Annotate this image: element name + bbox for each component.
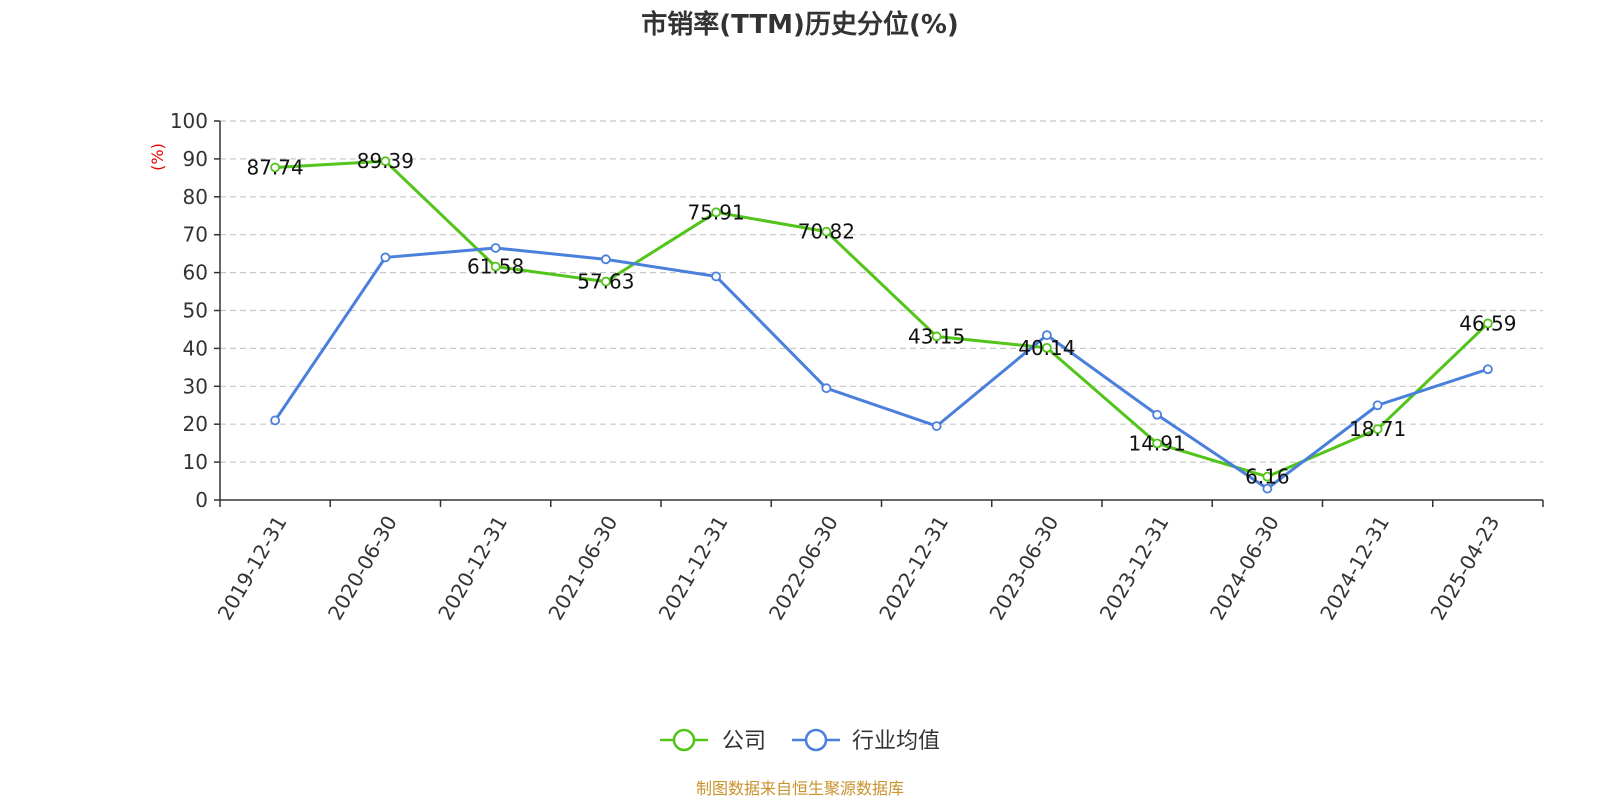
- y-tick-label: 90: [183, 147, 208, 171]
- axes: 0 10 20 30 40 50 60 70 80 90 100 2019-12-31 2020-06-…: [170, 109, 1544, 625]
- grid-lines: [220, 120, 1543, 463]
- data-label-company: 43.15: [908, 324, 965, 348]
- data-point-company[interactable]: [1372, 424, 1383, 434]
- data-label-company: 57.63: [577, 270, 634, 294]
- series-line-company: [275, 159, 1489, 479]
- data-label-company: 70.82: [798, 220, 855, 244]
- legend-marker-company: [672, 728, 696, 752]
- points-layer: [270, 156, 1493, 494]
- x-tick-label: 2022-06-30: [764, 512, 843, 625]
- data-label-company: 75.91: [687, 200, 744, 224]
- data-label-company: 14.91: [1128, 431, 1185, 455]
- data-point-industry-average[interactable]: [490, 243, 501, 253]
- legend-label-industry-average: 行业均值: [852, 729, 940, 754]
- data-labels-layer: 87.74 89.39 61.58 57.63 75.91 70.82 43.15 40.14…: [246, 149, 1516, 488]
- y-tick-label: 20: [183, 412, 208, 436]
- data-point-industry-average[interactable]: [711, 271, 722, 282]
- y-tick-label: 10: [183, 450, 208, 474]
- y-axis-unit-label: (%): [148, 143, 167, 171]
- legend: 公司 行业均值: [660, 728, 940, 754]
- y-tick-label: 70: [183, 223, 208, 247]
- data-point-company[interactable]: [711, 207, 722, 218]
- data-source-note: 制图数据来自恒生聚源数据库: [696, 779, 904, 798]
- y-tick-label: 30: [183, 374, 208, 398]
- x-tick-label: 2022-12-31: [874, 512, 953, 625]
- data-label-company: 18.71: [1349, 417, 1406, 441]
- data-label-company: 89.39: [357, 149, 414, 173]
- data-label-company: 46.59: [1459, 311, 1516, 335]
- data-point-industry-average[interactable]: [1372, 400, 1383, 411]
- legend-label-company: 公司: [722, 729, 766, 754]
- data-label-company: 87.74: [246, 155, 303, 179]
- y-tick-label: 40: [183, 336, 208, 360]
- data-point-industry-average[interactable]: [1152, 409, 1163, 420]
- x-tick-label: 2025-04-23: [1425, 512, 1504, 625]
- x-tick-label: 2019-12-31: [213, 512, 292, 625]
- legend-item-industry-average[interactable]: 行业均值: [792, 728, 940, 754]
- y-tick-label: 80: [183, 185, 208, 209]
- data-point-company[interactable]: [1041, 342, 1052, 353]
- chart-title: 市销率(TTM)历史分位(%): [641, 9, 959, 40]
- data-point-industry-average[interactable]: [1041, 330, 1052, 341]
- legend-item-company[interactable]: 公司: [660, 728, 766, 754]
- x-tick-label: 2024-12-31: [1315, 512, 1394, 625]
- data-point-industry-average[interactable]: [931, 421, 942, 431]
- x-tick-label: 2020-06-30: [323, 512, 402, 625]
- data-point-company[interactable]: [931, 331, 942, 342]
- x-tick-label: 2024-06-30: [1205, 512, 1284, 625]
- x-tick-label: 2023-06-30: [984, 512, 1063, 625]
- series-line-industry-average: [273, 246, 1489, 491]
- data-point-company[interactable]: [821, 226, 832, 237]
- x-tick-label: 2020-12-31: [433, 512, 512, 625]
- data-point-industry-average[interactable]: [380, 252, 391, 263]
- data-point-company[interactable]: [270, 162, 281, 173]
- y-tick-label: 60: [183, 261, 208, 285]
- y-tick-label: 0: [195, 488, 208, 512]
- data-point-industry-average[interactable]: [600, 254, 611, 265]
- data-point-company[interactable]: [1262, 471, 1273, 482]
- data-label-company: 40.14: [1018, 336, 1075, 360]
- data-point-industry-average[interactable]: [270, 415, 281, 426]
- data-point-company[interactable]: [1152, 438, 1163, 449]
- y-tick-label: 50: [183, 299, 208, 323]
- series-layer: [273, 159, 1489, 491]
- data-point-industry-average[interactable]: [1262, 483, 1273, 494]
- data-label-company: 6.16: [1245, 465, 1290, 489]
- data-point-company[interactable]: [1482, 318, 1493, 329]
- x-tick-label: 2021-12-31: [654, 512, 733, 625]
- legend-marker-industry-average: [804, 728, 828, 752]
- data-label-company: 61.58: [467, 255, 524, 279]
- data-point-company[interactable]: [600, 276, 611, 287]
- data-point-industry-average[interactable]: [821, 383, 832, 394]
- data-point-company[interactable]: [490, 261, 501, 272]
- x-tick-label: 2023-12-31: [1095, 512, 1174, 625]
- data-point-company[interactable]: [380, 156, 391, 167]
- y-tick-label: 100: [170, 109, 208, 133]
- x-tick-label: 2021-06-30: [543, 512, 622, 625]
- data-point-industry-average[interactable]: [1482, 364, 1493, 375]
